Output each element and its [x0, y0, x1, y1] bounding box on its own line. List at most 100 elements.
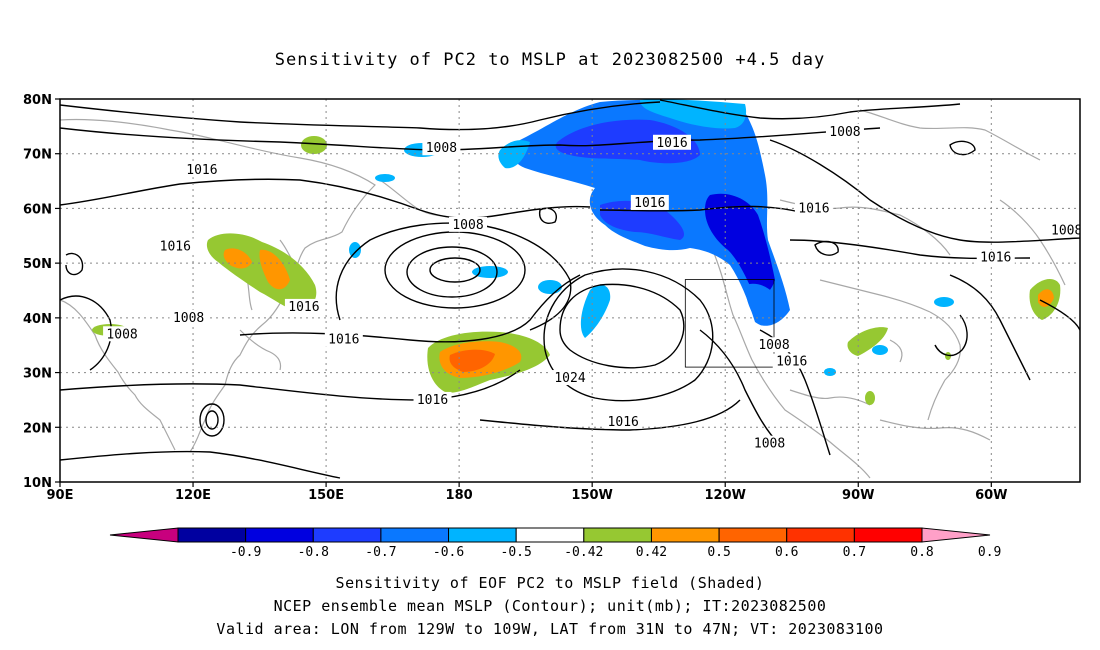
contour-label-text: 1008	[829, 125, 860, 140]
lon-tick-label: 120E	[175, 488, 211, 503]
colorbar-label: 0.42	[636, 545, 667, 560]
contour-label: 1016	[604, 413, 643, 430]
colorbar-swatch	[312, 527, 382, 543]
contour-label-bg	[169, 309, 208, 325]
low-pressure-center	[429, 257, 481, 283]
contour-label: 1008	[169, 309, 208, 326]
colorbar-label: 0.5	[707, 545, 730, 560]
contour-label-text: 1008	[173, 311, 204, 326]
contour-label-bg	[750, 435, 789, 451]
colorbar-swatch	[650, 527, 720, 543]
latitude-ticks: 80N 70N 60N 50N 40N 30N 20N 10N	[23, 93, 60, 491]
contour-label: 1008	[422, 140, 461, 156]
contour-label: 1008	[1047, 222, 1082, 238]
lat-tick-label: 30N	[23, 367, 52, 382]
lon-tick-label: 90E	[47, 488, 74, 503]
lon-tick-label: 150E	[308, 488, 344, 503]
contour-label-text: 1008	[754, 437, 785, 452]
colorbar-label: -0.7	[365, 545, 396, 560]
contour-label-bg	[976, 249, 1015, 265]
contour-label-text: 1016	[160, 240, 191, 255]
colorbar-swatch	[448, 527, 517, 543]
contour-label-text: 1016	[417, 393, 448, 408]
contour-label-text: 1016	[288, 300, 319, 315]
contour-label: 1008	[755, 337, 793, 353]
contour-label-bg	[755, 337, 793, 353]
contour-label-text: 1008	[758, 338, 789, 353]
contour-label: 1016	[976, 249, 1015, 266]
colorbar-swatch	[380, 527, 450, 543]
lon-tick-label: 150W	[571, 488, 612, 503]
contour-label-bg	[825, 123, 864, 139]
colorbar-label: 0.6	[775, 545, 798, 560]
caption-line-3: Valid area: LON from 129W to 109W, LAT f…	[216, 620, 884, 638]
contour-label: 1016	[284, 298, 323, 315]
colorbar-label: -0.42	[564, 545, 603, 560]
caption-line-1: Sensitivity of EOF PC2 to MSLP field (Sh…	[335, 574, 765, 592]
contour-label: 1016	[156, 238, 195, 255]
lat-tick-label: 50N	[23, 257, 52, 272]
contour-label-bg	[794, 200, 833, 216]
contour-label-text: 1008	[426, 141, 457, 156]
lat-lon-grid	[60, 99, 1080, 482]
contour-label: 1008	[103, 326, 142, 342]
contour-label-bg	[604, 413, 643, 429]
contour-label-bg	[653, 134, 691, 150]
colorbar-label: -0.5	[501, 545, 532, 560]
contour-label-bg	[413, 391, 452, 407]
contour-label-text: 1016	[980, 251, 1011, 266]
contour-label-text: 1016	[634, 196, 665, 211]
contour-label-text: 1016	[776, 355, 807, 370]
contour-label-text: 1016	[656, 136, 687, 151]
contour-label: 1016	[794, 200, 833, 216]
colorbar-label: -0.9	[230, 545, 261, 560]
colorbar-swatch	[786, 527, 855, 543]
contour-label-bg	[449, 216, 487, 232]
contour-label-bg	[156, 238, 195, 254]
contour-label: 1016	[630, 194, 669, 211]
contour-label: 1024	[551, 370, 589, 386]
contour-label-text: 1008	[452, 218, 483, 233]
contour-label: 1008	[750, 435, 789, 452]
mslp-contours	[60, 99, 1080, 479]
colorbar: -0.9 -0.8 -0.7 -0.6 -0.5 -0.42 0.42 0.5 0.6 0.7 0.…	[109, 527, 1001, 560]
lon-tick-label: 120W	[704, 488, 745, 503]
lat-tick-label: 80N	[23, 93, 52, 108]
contour-label-bg	[103, 326, 142, 342]
contour-label-bg	[551, 370, 589, 386]
colorbar-swatch	[853, 527, 923, 543]
colorbar-label: 0.9	[978, 545, 1001, 560]
contour-label-bg	[182, 162, 221, 178]
contour-label-text: 1016	[186, 163, 217, 178]
lon-tick-label: 90W	[842, 488, 874, 503]
lon-tick-label: 60W	[975, 488, 1007, 503]
contour-label: 1008	[449, 216, 487, 233]
contour-label: 1016	[772, 353, 811, 370]
contour-label-bg	[422, 140, 461, 156]
map-frame	[59, 98, 1081, 483]
lat-tick-label: 70N	[23, 148, 52, 163]
contour-label: 1016	[182, 162, 221, 178]
contour-label-text: 1008	[106, 327, 137, 342]
colorbar-high-arrow	[921, 527, 991, 543]
lon-tick-label: 180	[446, 488, 473, 503]
contour-label: 1008	[825, 123, 864, 140]
contour-label-bg	[1047, 222, 1080, 238]
contour-labels: 1016 1008 1008 1016 1016 1008 1016 1016 1016 1008…	[103, 123, 1082, 452]
contour-label-bg	[630, 194, 669, 210]
colorbar-label: 0.7	[843, 545, 866, 560]
lat-tick-label: 60N	[23, 202, 52, 217]
valid-area-box	[684, 279, 775, 368]
contour-label-text: 1008	[1051, 223, 1082, 238]
lat-tick-label: 40N	[23, 312, 52, 327]
contour-label: 1016	[413, 391, 452, 408]
contour-label: 1016	[653, 134, 691, 151]
colorbar-swatch	[245, 527, 314, 543]
contour-label: 1016	[324, 331, 363, 348]
longitude-ticks: 90E 120E 150E 180 150W 120W 90W 60W	[47, 482, 1008, 503]
contour-label-text: 1016	[608, 415, 639, 430]
colorbar-swatch	[718, 527, 788, 543]
caption-line-2: NCEP ensemble mean MSLP (Contour); unit(…	[273, 597, 827, 615]
colorbar-label: 0.8	[910, 545, 933, 560]
